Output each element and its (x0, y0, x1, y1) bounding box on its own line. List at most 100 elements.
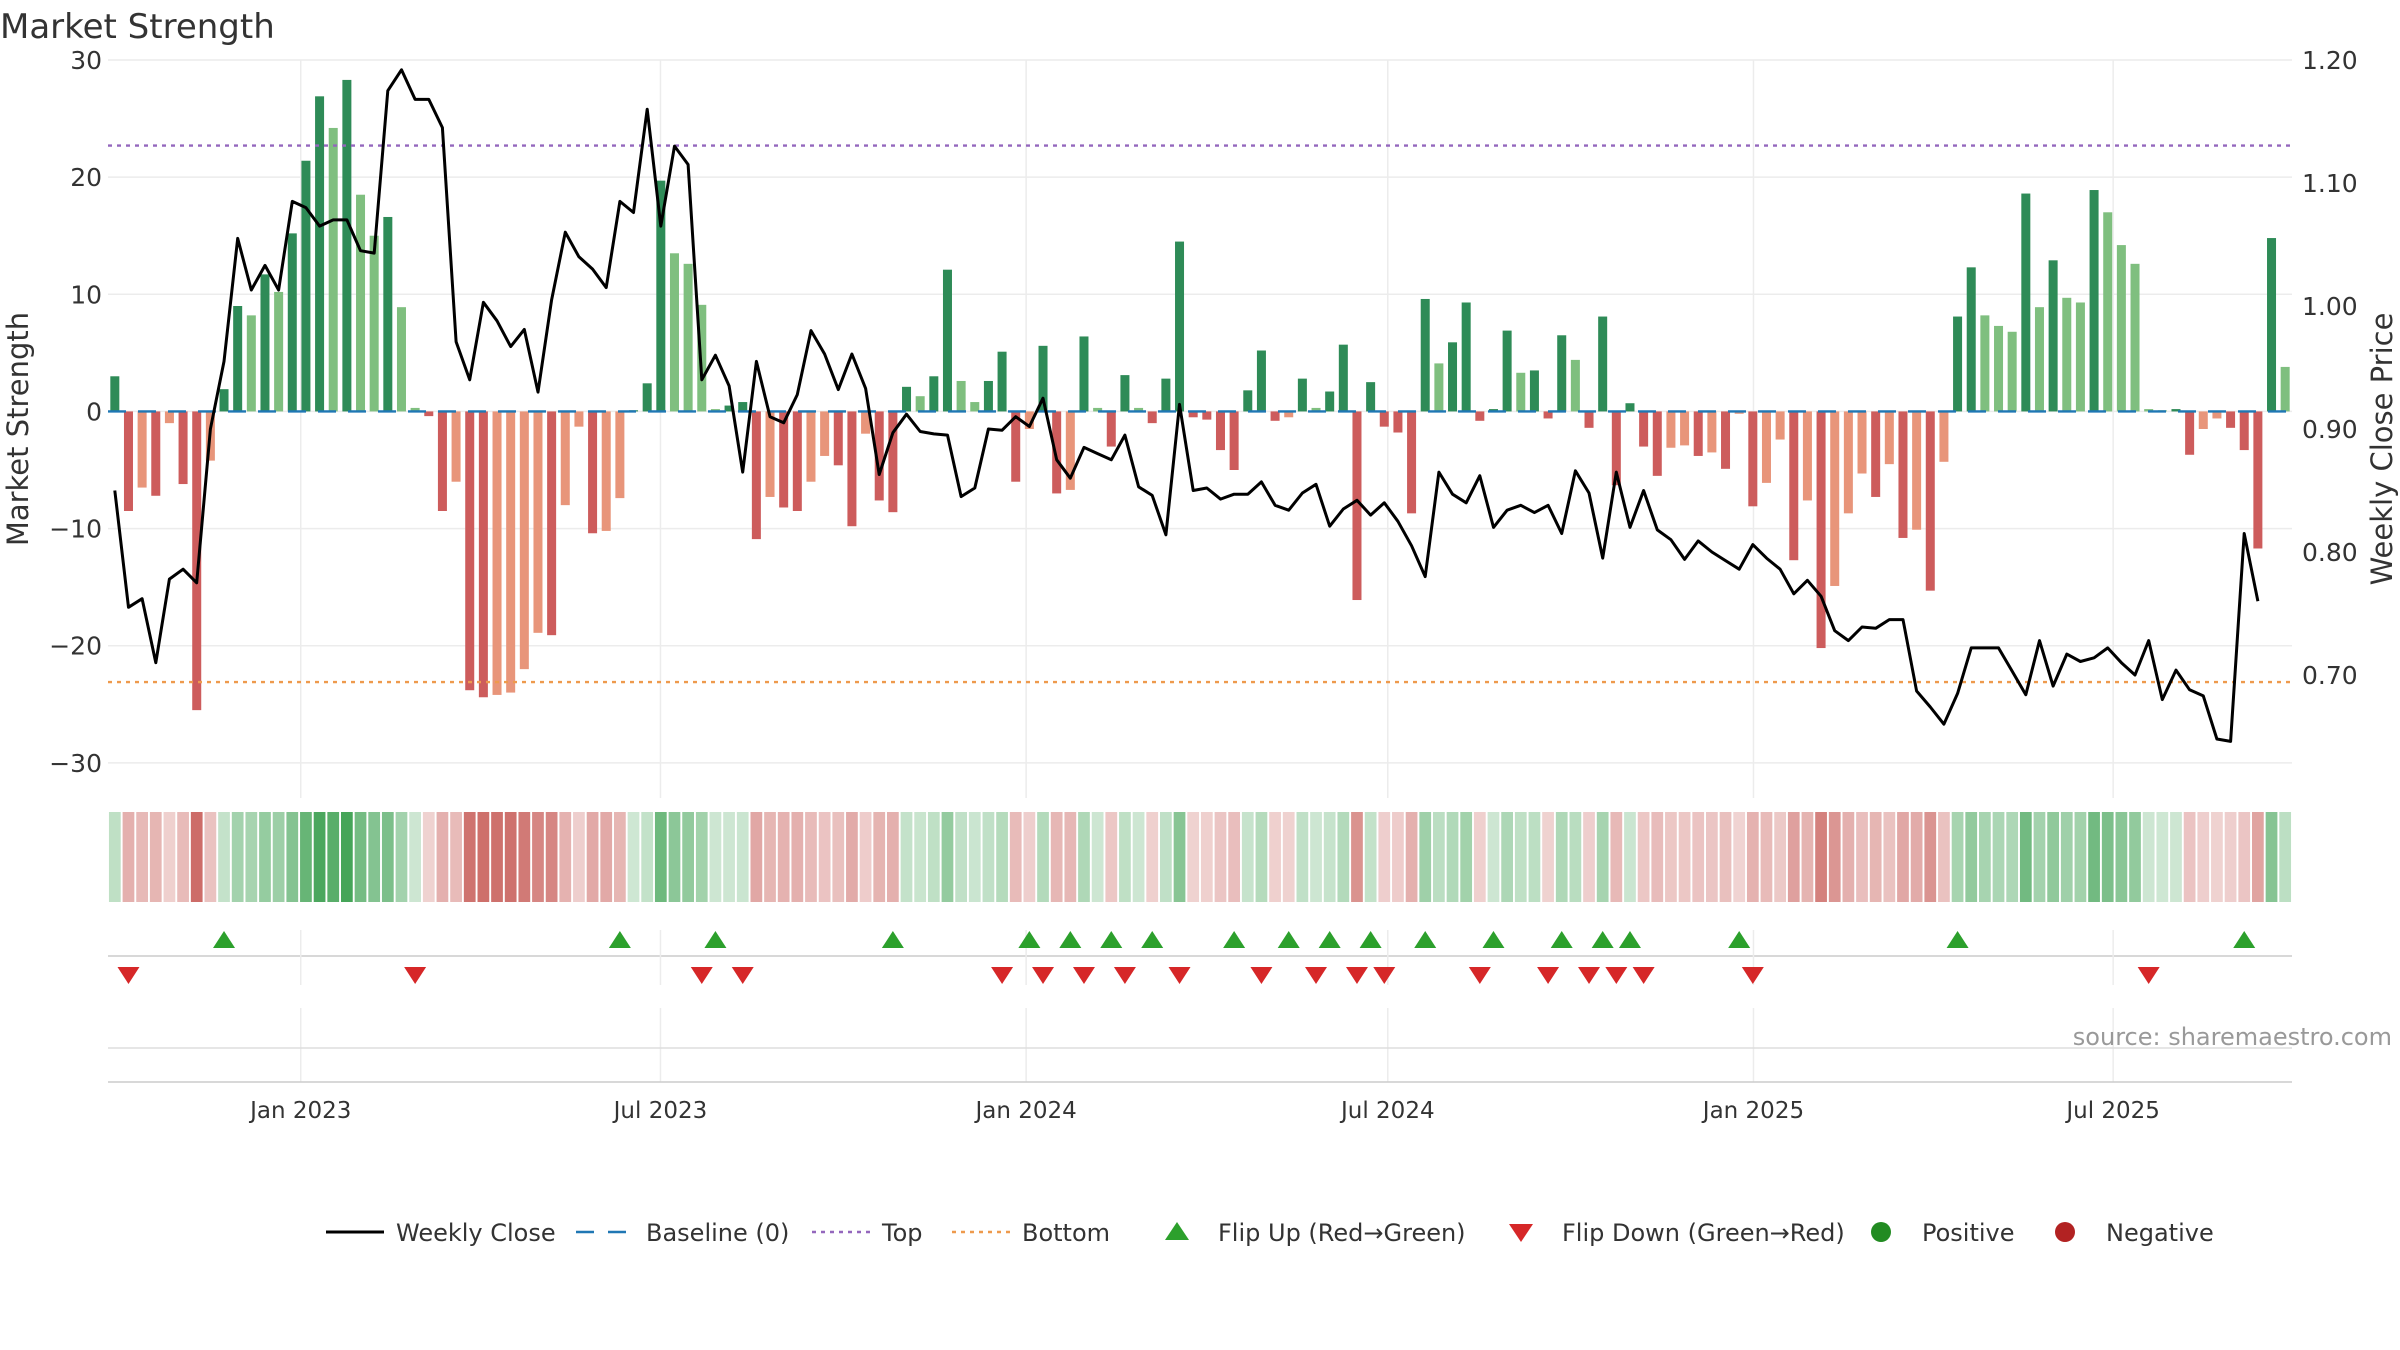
reference-lines (108, 144, 2292, 684)
band-cell-52 (818, 812, 831, 902)
strength-bar-58 (902, 386, 912, 412)
band-cell-36 (600, 812, 613, 902)
date-axis: Jan 2023 Jul 2023 Jan 2024 Jul 2024 Jan 2025… (108, 1008, 2292, 1124)
band-cell-8 (218, 812, 230, 902)
band-cell-0 (108, 812, 121, 902)
band-cell-23 (422, 812, 435, 902)
left-tick-label-1: 20 (70, 163, 102, 192)
strength-bar-34 (574, 411, 584, 427)
flip-markers-panel (108, 930, 2292, 985)
band-cell-81 (1214, 812, 1227, 902)
strength-bar-24 (437, 411, 447, 511)
left-axis-label: Market Strength (1, 312, 35, 546)
strength-bar-132 (1912, 411, 1922, 530)
strength-bar-155 (2226, 411, 2236, 428)
band-cell-98 (1446, 812, 1459, 902)
band-cell-68 (1037, 812, 1049, 902)
band-cell-158 (2265, 812, 2278, 902)
band-cell-96 (1419, 812, 1432, 902)
right-tick-label-3: 0.90 (2302, 415, 2358, 444)
strength-bar-70 (1065, 411, 1075, 490)
flip-up-marker-5 (1059, 931, 1082, 948)
legend-label-2: Top (881, 1219, 923, 1247)
flip-down-marker-13 (1468, 967, 1491, 984)
band-cell-46 (736, 812, 749, 902)
band-cell-136 (1965, 812, 1978, 902)
strength-bar-116 (1693, 411, 1703, 456)
strength-bar-77 (1161, 378, 1171, 412)
strength-bar-140 (2021, 193, 2031, 412)
band-cell-142 (2047, 812, 2059, 902)
band-cell-108 (1583, 812, 1595, 902)
band-cell-77 (1160, 812, 1172, 902)
strength-bar-42 (683, 263, 693, 412)
strength-bar-74 (1120, 375, 1130, 412)
flip-up-marker-14 (1550, 931, 1573, 948)
band-cell-64 (982, 812, 995, 902)
band-cell-99 (1460, 812, 1473, 902)
strength-bar-72 (1093, 407, 1103, 412)
flip-down-marker-12 (1373, 967, 1396, 984)
band-cell-151 (2170, 812, 2182, 902)
band-cell-157 (2252, 812, 2264, 902)
flip-down-marker-17 (1632, 967, 1655, 984)
strength-bar-87 (1297, 378, 1307, 412)
strength-bars (110, 79, 2290, 711)
band-cell-39 (641, 812, 654, 902)
band-cell-20 (381, 812, 394, 902)
right-tick-label-1: 1.10 (2302, 169, 2358, 198)
strength-bar-12 (274, 291, 284, 412)
band-cell-143 (2060, 812, 2073, 902)
band-cell-45 (723, 812, 735, 902)
left-tick-label-2: 10 (70, 280, 102, 309)
band-cell-90 (1337, 812, 1350, 902)
strength-bar-4 (164, 411, 174, 424)
strength-bar-79 (1188, 411, 1198, 418)
strength-bar-118 (1721, 411, 1731, 469)
strength-bar-112 (1639, 411, 1649, 447)
flip-up-marker-2 (704, 931, 727, 948)
legend-swatch-4 (1165, 1222, 1189, 1240)
band-cell-111 (1624, 812, 1636, 902)
band-cell-139 (2006, 812, 2019, 902)
band-cell-67 (1023, 812, 1036, 902)
strength-bar-134 (1939, 411, 1949, 462)
flip-down-marker-11 (1345, 967, 1368, 984)
band-cell-144 (2074, 812, 2087, 902)
band-cell-42 (682, 812, 694, 902)
band-cell-51 (805, 812, 817, 902)
band-cell-54 (846, 812, 858, 902)
band-cell-131 (1897, 812, 1909, 902)
band-cell-97 (1433, 812, 1445, 902)
flip-up-marker-4 (1018, 931, 1041, 948)
left-tick-label-4: −10 (49, 515, 102, 544)
strength-bar-75 (1134, 407, 1144, 412)
band-cell-135 (1951, 812, 1964, 902)
band-cell-69 (1050, 812, 1063, 902)
strength-bar-73 (1106, 411, 1116, 447)
strength-bar-110 (1611, 411, 1621, 486)
strength-bar-76 (1147, 411, 1157, 424)
band-cell-57 (887, 812, 899, 902)
band-cell-119 (1733, 812, 1746, 902)
band-cell-1 (122, 812, 135, 902)
band-cell-26 (463, 812, 476, 902)
band-cell-92 (1364, 812, 1377, 902)
band-cell-29 (504, 812, 517, 902)
strength-bar-137 (1980, 315, 1990, 412)
axes: 30 20 10 0 −10 −20 −30 1.20 1.10 1.00 0.90 0.80 0.70… (1, 46, 2399, 778)
band-cell-53 (832, 812, 845, 902)
band-cell-19 (368, 812, 381, 902)
band-cell-103 (1514, 812, 1527, 902)
strength-bar-123 (1789, 411, 1799, 561)
band-cell-140 (2019, 812, 2032, 902)
strength-bar-5 (178, 411, 188, 485)
band-cell-88 (1310, 812, 1322, 902)
strength-bar-115 (1680, 411, 1690, 446)
band-cell-126 (1828, 812, 1841, 902)
x-tick-label-2: Jan 2024 (973, 1098, 1076, 1124)
strength-bar-28 (492, 411, 502, 695)
band-cell-112 (1637, 812, 1650, 902)
strength-bar-84 (1256, 350, 1266, 412)
band-cell-49 (777, 812, 790, 902)
